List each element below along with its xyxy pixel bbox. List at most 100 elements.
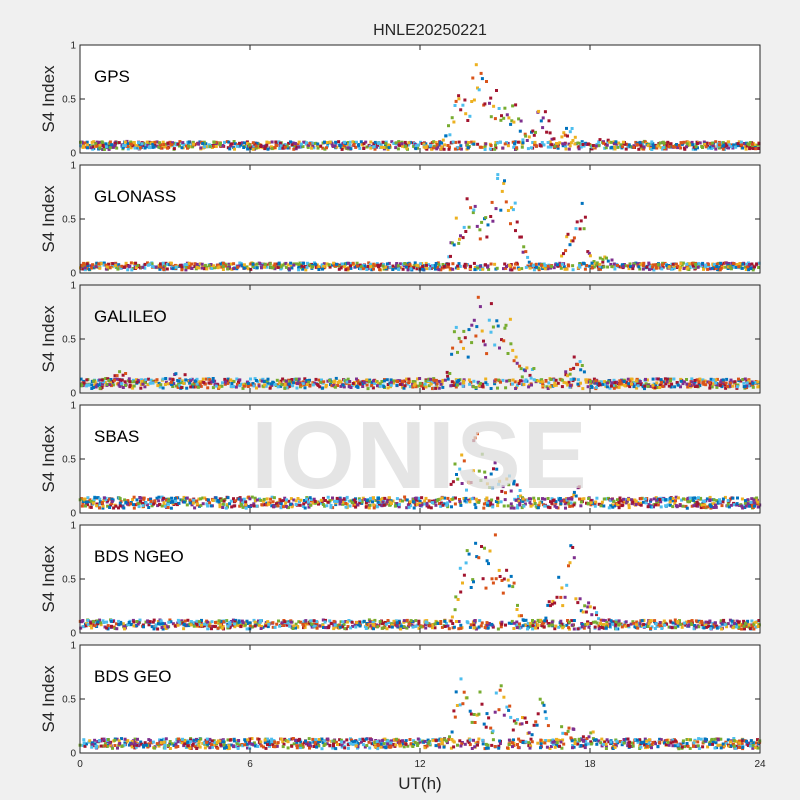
data-point <box>104 263 108 267</box>
data-point <box>225 619 229 623</box>
data-point <box>464 140 468 144</box>
data-point <box>484 216 488 220</box>
data-point <box>676 624 680 628</box>
data-point <box>640 262 644 266</box>
data-point <box>756 505 760 509</box>
data-point <box>659 505 663 509</box>
data-point <box>373 264 377 268</box>
data-point <box>140 144 144 147</box>
data-point <box>234 142 237 146</box>
data-point <box>226 377 230 381</box>
data-point <box>403 262 407 265</box>
data-point <box>418 502 422 506</box>
data-point <box>737 377 740 381</box>
plot-area <box>80 45 760 153</box>
data-point <box>696 502 700 506</box>
data-point <box>354 505 358 509</box>
data-point <box>297 268 301 272</box>
data-point <box>579 500 583 504</box>
data-point <box>501 485 505 489</box>
data-point <box>211 386 215 390</box>
data-point <box>716 500 720 504</box>
data-point <box>604 146 608 150</box>
data-point <box>409 264 413 268</box>
data-point <box>696 496 700 500</box>
data-point <box>164 380 168 384</box>
data-point <box>220 626 224 630</box>
data-point <box>582 262 586 266</box>
data-point <box>226 381 230 385</box>
data-point <box>292 147 296 151</box>
data-point <box>269 145 273 149</box>
data-point <box>685 142 689 146</box>
data-point <box>436 265 440 269</box>
data-point <box>137 501 141 505</box>
data-point <box>658 386 662 389</box>
data-point <box>171 141 175 145</box>
data-point <box>107 262 110 266</box>
data-point <box>747 264 751 268</box>
data-point <box>714 147 718 151</box>
data-point <box>429 377 433 381</box>
data-point <box>408 385 412 389</box>
data-point <box>476 432 479 436</box>
data-point <box>168 618 172 622</box>
data-point <box>608 140 612 144</box>
data-point <box>751 144 755 148</box>
data-point <box>293 142 297 145</box>
data-point <box>699 506 703 510</box>
data-point <box>354 503 358 507</box>
data-point <box>462 264 466 268</box>
data-point <box>691 143 695 147</box>
data-point <box>307 380 311 384</box>
data-point <box>113 142 117 145</box>
data-point <box>351 261 355 265</box>
data-point <box>543 110 547 114</box>
data-point <box>715 624 719 628</box>
data-point <box>193 379 197 383</box>
data-point <box>163 145 167 149</box>
data-point <box>478 264 482 268</box>
data-point <box>610 497 614 501</box>
data-point <box>469 380 473 384</box>
data-point <box>680 498 684 502</box>
data-point <box>676 620 680 623</box>
data-point <box>137 505 141 509</box>
data-point <box>735 263 739 266</box>
data-point <box>598 256 602 260</box>
y-axis-label: S4 Index <box>39 65 58 133</box>
data-point <box>650 625 654 629</box>
data-point <box>529 376 533 380</box>
data-point <box>92 140 96 144</box>
data-point <box>609 504 613 508</box>
data-point <box>749 500 753 504</box>
data-point <box>564 147 568 151</box>
data-point <box>644 377 647 381</box>
data-point <box>504 386 508 390</box>
data-point <box>594 144 598 148</box>
data-point <box>540 141 544 144</box>
data-point <box>565 267 569 271</box>
data-point <box>459 626 463 630</box>
data-point <box>173 141 177 145</box>
data-point <box>580 623 584 626</box>
data-point <box>262 265 266 269</box>
data-point <box>328 499 332 503</box>
data-point <box>221 265 225 268</box>
data-point <box>514 623 518 627</box>
data-point <box>671 262 675 266</box>
data-point <box>380 504 384 508</box>
data-point <box>166 382 170 386</box>
data-point <box>373 618 377 622</box>
data-point <box>261 384 265 388</box>
data-point <box>457 262 461 266</box>
data-point <box>89 146 93 150</box>
data-point <box>674 495 678 499</box>
data-point <box>616 145 620 149</box>
data-point <box>728 381 732 385</box>
data-point <box>469 586 473 589</box>
data-point <box>305 497 308 501</box>
data-point <box>503 142 507 146</box>
data-point <box>541 116 545 120</box>
